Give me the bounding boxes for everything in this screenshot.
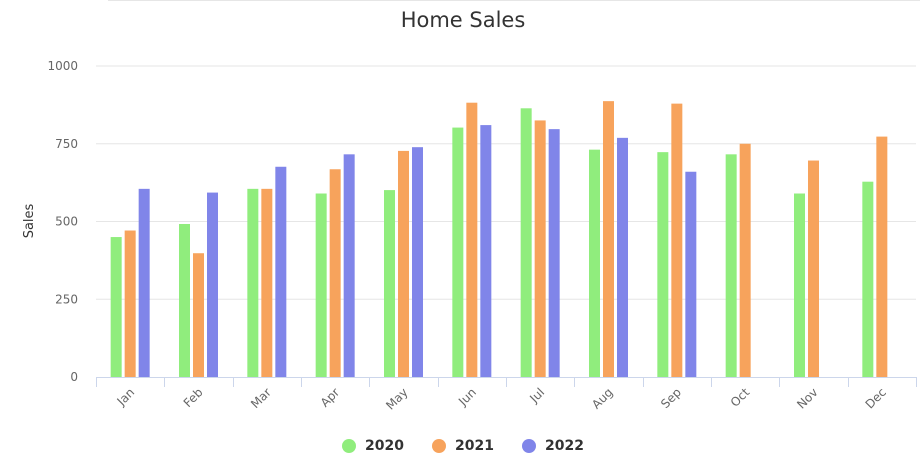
- legend-marker: [342, 439, 357, 453]
- bar-2022-sep[interactable]: [685, 171, 697, 377]
- bar-2022-jun[interactable]: [480, 125, 492, 377]
- gridlines: [96, 65, 916, 300]
- bar-2022-mar[interactable]: [275, 166, 287, 377]
- bar-2021-jul[interactable]: [534, 120, 546, 378]
- legend-label: 2021: [455, 438, 494, 454]
- bar-2021-aug[interactable]: [603, 101, 614, 377]
- x-tick-label-aug: Aug: [589, 385, 615, 411]
- bars: [110, 101, 888, 378]
- y-tick-label: 500: [55, 215, 78, 229]
- legend: 2020 2021 2022: [0, 438, 920, 454]
- legend-marker: [521, 439, 536, 453]
- bar-2022-jan[interactable]: [138, 188, 150, 377]
- bar-2021-oct[interactable]: [739, 143, 751, 377]
- y-tick-label: 250: [55, 292, 78, 306]
- bar-2022-feb[interactable]: [207, 192, 218, 377]
- bar-2020-jun[interactable]: [452, 127, 464, 377]
- legend-marker: [432, 439, 447, 453]
- x-tick-label-may: May: [383, 385, 410, 412]
- bar-2020-feb[interactable]: [179, 223, 190, 377]
- x-tick-label-dec: Dec: [863, 385, 889, 411]
- x-tick-label-apr: Apr: [318, 385, 343, 410]
- bar-2021-apr[interactable]: [329, 169, 341, 377]
- bar-2022-aug[interactable]: [617, 137, 628, 377]
- x-tick-label-jan: Jan: [114, 385, 138, 409]
- bar-2021-dec[interactable]: [876, 136, 888, 377]
- legend-label: 2020: [365, 438, 405, 454]
- bar-2022-may[interactable]: [412, 147, 423, 377]
- bar-2021-sep[interactable]: [671, 103, 683, 378]
- bar-2022-apr[interactable]: [343, 154, 355, 377]
- legend-item-2021[interactable]: 2021: [432, 438, 494, 454]
- bar-2020-apr[interactable]: [315, 193, 327, 377]
- x-axis: [96, 377, 917, 387]
- bar-2022-jul[interactable]: [548, 129, 560, 377]
- x-tick-label-oct: Oct: [728, 385, 753, 410]
- top-border-line: [108, 0, 920, 1]
- legend-item-2020[interactable]: 2020: [342, 438, 404, 454]
- bar-2021-jun[interactable]: [466, 102, 478, 377]
- legend-item-2022[interactable]: 2022: [521, 438, 584, 454]
- x-tick-label-jul: Jul: [526, 385, 547, 406]
- bar-2020-mar[interactable]: [247, 188, 259, 377]
- bar-2020-may[interactable]: [384, 190, 395, 377]
- bar-2021-jan[interactable]: [124, 230, 136, 377]
- y-tick-label: 750: [55, 137, 78, 151]
- bar-2021-feb[interactable]: [193, 253, 204, 377]
- bar-2020-nov[interactable]: [794, 193, 805, 377]
- bar-2020-dec[interactable]: [862, 181, 874, 377]
- bar-2020-sep[interactable]: [657, 152, 669, 377]
- x-tick-label-nov: Nov: [794, 385, 820, 411]
- chart-title: Home Sales: [400, 8, 526, 32]
- bar-2021-may[interactable]: [398, 150, 409, 377]
- x-tick-label-feb: Feb: [181, 385, 206, 410]
- bar-2021-mar[interactable]: [261, 188, 273, 377]
- y-axis-label: Sales: [22, 203, 37, 238]
- bar-2021-nov[interactable]: [808, 160, 819, 377]
- x-tick-label-mar: Mar: [248, 385, 274, 411]
- y-tick-label: 1000: [47, 59, 78, 73]
- bar-2020-jan[interactable]: [110, 237, 122, 377]
- x-tick-label-sep: Sep: [658, 385, 684, 411]
- bar-2020-oct[interactable]: [725, 154, 737, 377]
- bar-2020-aug[interactable]: [589, 149, 600, 377]
- x-ticks: Jan Feb Mar Apr May Jun Jul Aug Sep Oct Nov Dec: [114, 385, 889, 413]
- bar-2020-jul[interactable]: [520, 108, 532, 378]
- y-ticks: 0 250 500 750 1000: [47, 59, 78, 384]
- legend-label: 2022: [544, 438, 584, 454]
- y-tick-label: 0: [70, 370, 78, 384]
- x-tick-label-jun: Jun: [455, 385, 479, 409]
